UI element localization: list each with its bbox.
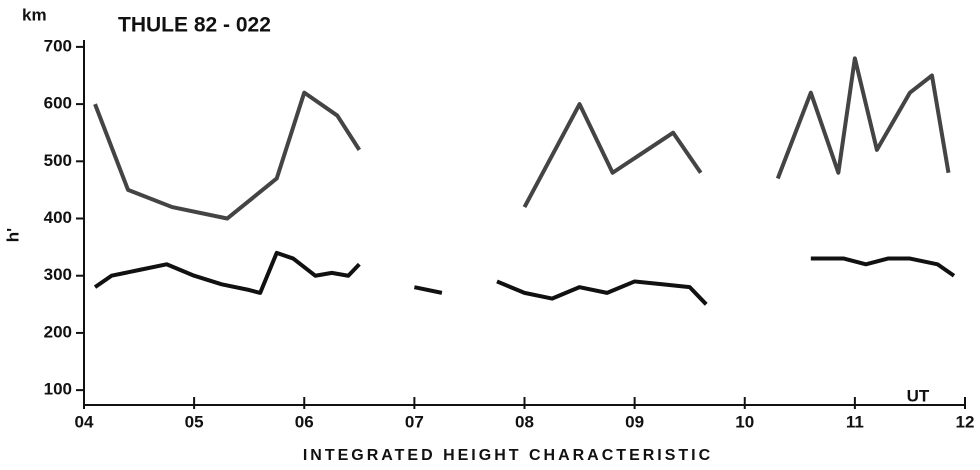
y-tick-label: 400 bbox=[44, 208, 72, 227]
y-tick-label: 200 bbox=[44, 322, 72, 341]
x-tick-label: 08 bbox=[515, 412, 534, 431]
y-tick-label: 100 bbox=[44, 380, 72, 399]
x-tick-label: 09 bbox=[625, 412, 644, 431]
x-axis-label: INTEGRATED HEIGHT CHARACTERISTIC bbox=[303, 447, 713, 464]
trace bbox=[93, 56, 951, 221]
x-tick-label: 04 bbox=[75, 412, 94, 431]
y-unit: km bbox=[22, 5, 47, 24]
trace bbox=[93, 250, 956, 306]
x-unit: UT bbox=[907, 386, 930, 405]
x-tick-label: 06 bbox=[295, 412, 314, 431]
y-tick-label: 600 bbox=[44, 94, 72, 113]
y-axis-label: h' bbox=[3, 228, 22, 242]
x-tick-label: 10 bbox=[735, 412, 754, 431]
y-tick-label: 500 bbox=[44, 151, 72, 170]
x-tick-label: 11 bbox=[846, 412, 864, 431]
y-tick-label: 700 bbox=[44, 36, 72, 55]
chart-title: THULE 82 - 022 bbox=[118, 14, 271, 37]
y-tick-label: 300 bbox=[44, 265, 72, 284]
x-tick-label: 05 bbox=[185, 412, 204, 431]
x-tick-label: 12 bbox=[956, 412, 975, 431]
x-tick-label: 07 bbox=[405, 412, 424, 431]
